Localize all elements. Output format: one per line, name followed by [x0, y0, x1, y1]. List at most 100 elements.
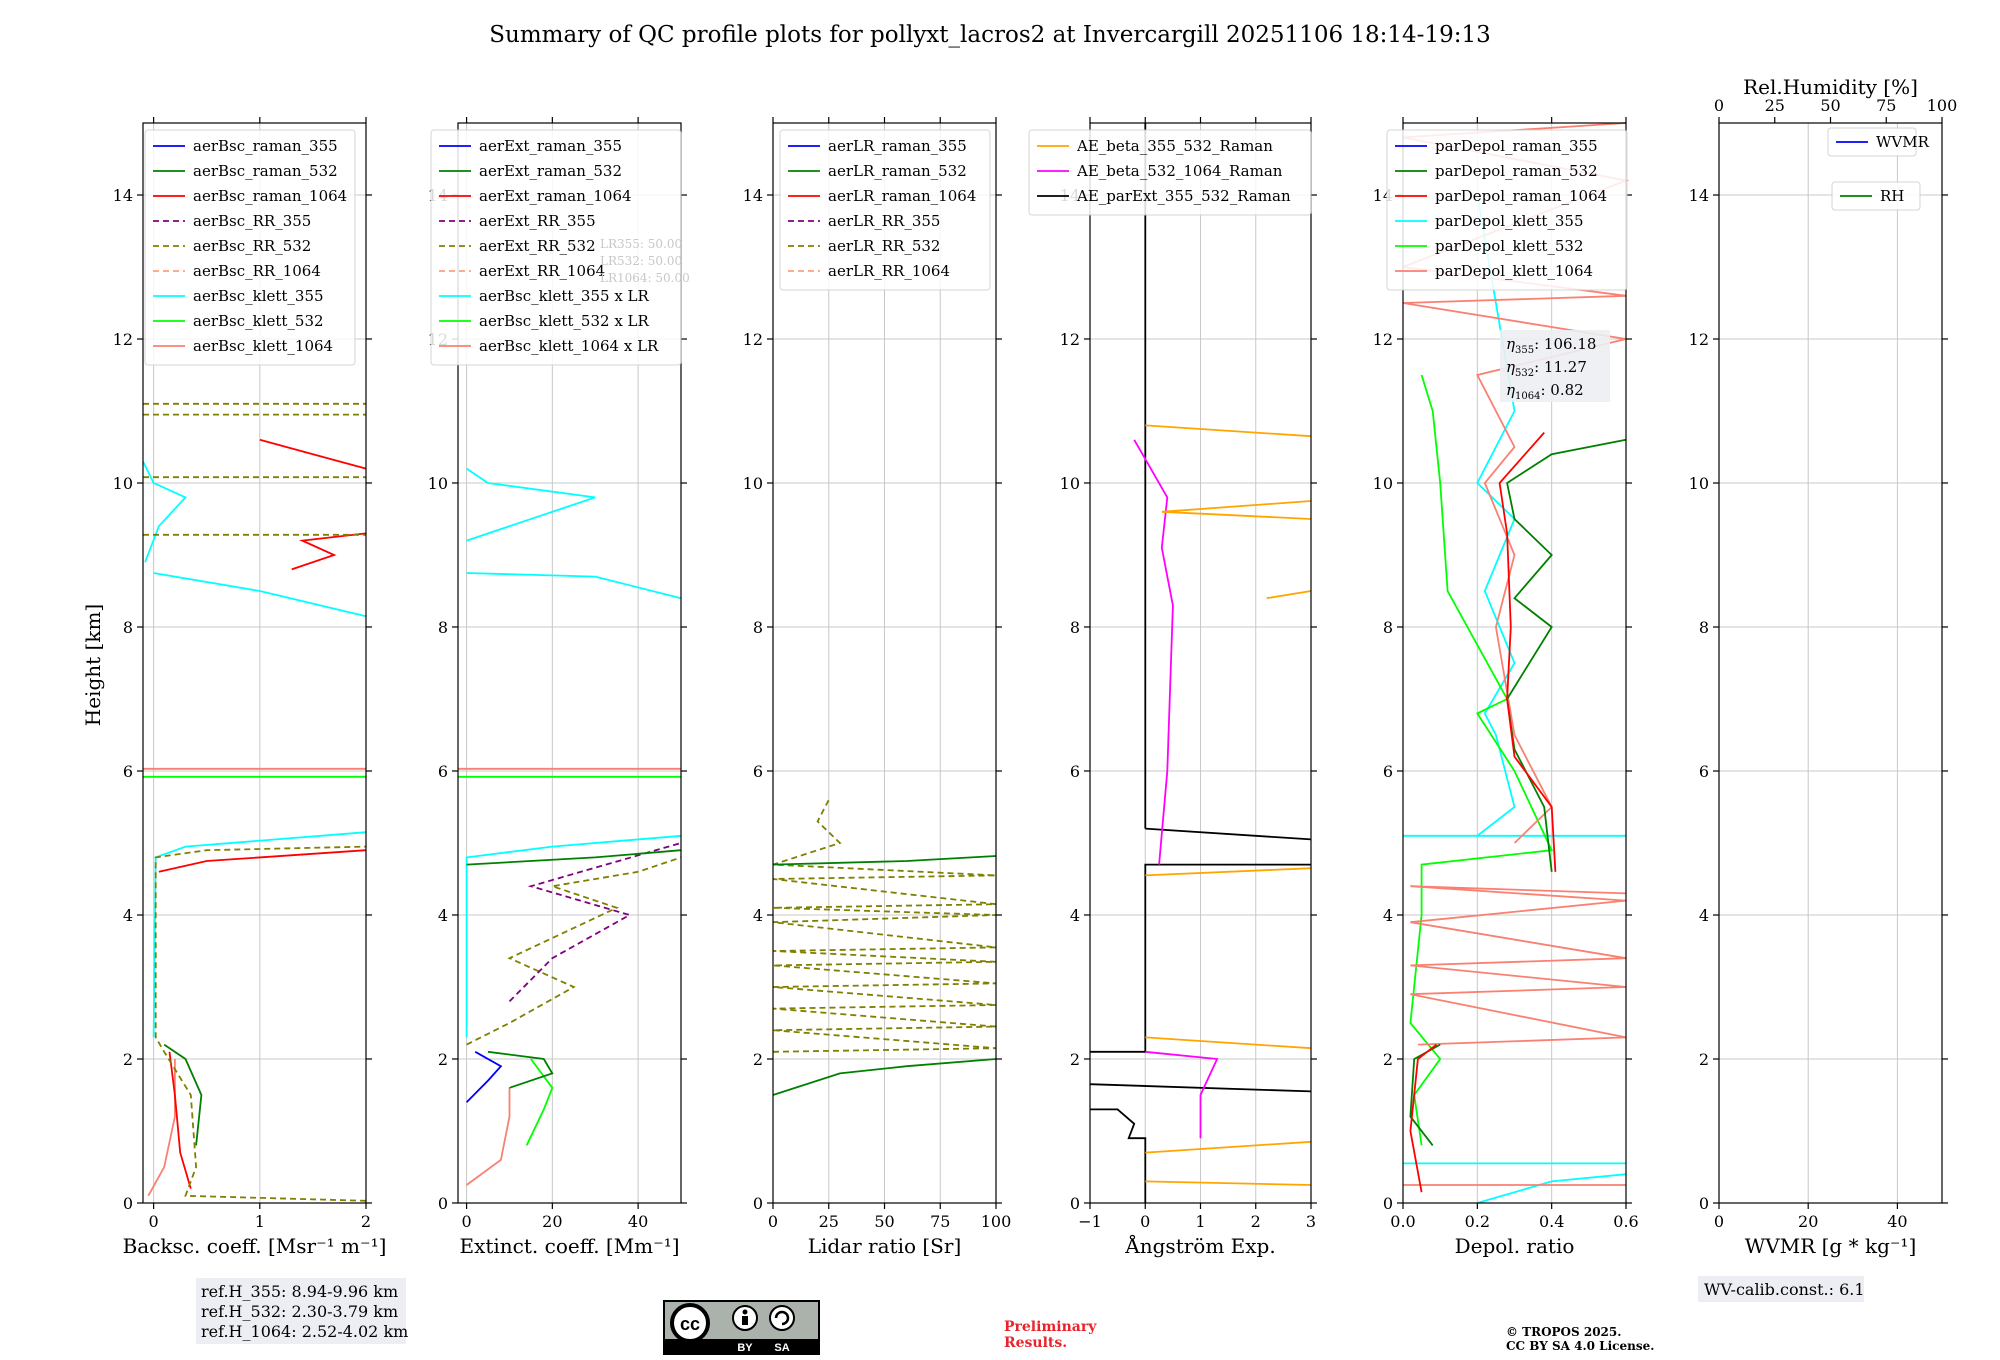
legend-label: aerBsc_RR_532 — [193, 237, 311, 255]
series-klett_532xLR_low — [525, 1058, 554, 1146]
legend-label: aerBsc_raman_355 — [193, 137, 338, 155]
y-tick-label: 2 — [1070, 1050, 1080, 1069]
x-tick-label: 20 — [1798, 1212, 1818, 1231]
series-AE_beta_355_532_Raman — [1145, 1140, 1312, 1154]
series-aerBsc_raman_1064_cirrus2 — [259, 438, 367, 470]
legend-label: parDepol_klett_355 — [1435, 212, 1584, 230]
x-axis-label: Lidar ratio [Sr] — [808, 1234, 962, 1258]
y-tick-label: 12 — [113, 330, 133, 349]
y-tick-label: 4 — [438, 906, 448, 925]
series-LR_raman_532_mid — [772, 855, 997, 866]
y-tick-label: 0 — [123, 1194, 133, 1213]
legend-label: aerBsc_klett_355 — [193, 287, 324, 305]
copyright-line1: © TROPOS 2025. — [1506, 1325, 1621, 1339]
legend-label: aerBsc_RR_355 — [193, 212, 311, 230]
series-AE_beta_355_532_Raman_c — [1145, 1036, 1312, 1050]
lr-note: LR1064: 50.00 — [600, 271, 690, 285]
legend-label: aerExt_RR_1064 — [479, 262, 605, 280]
series-aerBsc_klett_1064_low — [147, 1059, 176, 1197]
cc-badge-by: BY — [737, 1342, 753, 1354]
legend-label: parDepol_raman_355 — [1435, 137, 1598, 155]
y-tick-label: 8 — [1383, 618, 1393, 637]
legend-ae: AE_beta_355_532_Raman AE_beta_532_1064_Ra… — [1028, 129, 1312, 216]
axes-frame — [1402, 122, 1627, 1204]
legend-label: aerLR_RR_355 — [828, 212, 940, 230]
y-tick-label: 4 — [123, 906, 133, 925]
legend-label: aerExt_RR_532 — [479, 237, 596, 255]
y-tick-label: 4 — [1699, 906, 1709, 925]
x-tick-label: 0.2 — [1465, 1212, 1490, 1231]
x-tick-label: 40 — [1887, 1212, 1907, 1231]
y-tick-label: 8 — [1070, 618, 1080, 637]
x-tick-label: 3 — [1306, 1212, 1316, 1231]
series-ext_raman_532 — [487, 1050, 554, 1089]
y-tick-label: 2 — [1383, 1050, 1393, 1069]
series-ext_RR_532 — [466, 856, 682, 1046]
x-tick-label: 20 — [542, 1212, 562, 1231]
top-x-tick-label: 75 — [1876, 96, 1896, 115]
legend-box — [144, 129, 356, 366]
legend-label: aerBsc_klett_1064 x LR — [479, 337, 659, 355]
panel-wv: 0 20 40 0 2 4 6 8 10 12 14 WVMR [g * kg⁻¹] 0 25 50 75 10… — [1689, 75, 1958, 1258]
series-aerBsc_klett_355_upper — [153, 572, 367, 618]
legend-label: aerBsc_klett_532 x LR — [479, 312, 650, 330]
x-tick-label: 100 — [981, 1212, 1012, 1231]
y-tick-label: 6 — [753, 762, 763, 781]
series-AE_beta_355_532_Raman_b — [1145, 1180, 1312, 1186]
y-tick-label: 6 — [438, 762, 448, 781]
axes-frame — [142, 122, 367, 1204]
y-tick-label: 2 — [123, 1050, 133, 1069]
y-tick-label: 10 — [113, 474, 133, 493]
cc-badge-sa: SA — [774, 1342, 789, 1354]
series-klett_355xLR_mid — [466, 467, 596, 542]
series-AE_beta_532_1064_Raman_b — [1133, 439, 1174, 865]
x-tick-label: 2 — [361, 1212, 371, 1231]
x-axis-label: Ångström Exp. — [1124, 1233, 1275, 1258]
legend-label: parDepol_raman_1064 — [1435, 187, 1607, 205]
legend-RH: RH — [1831, 181, 1921, 211]
x-tick-label: 0.0 — [1390, 1212, 1415, 1231]
x-tick-label: 75 — [930, 1212, 950, 1231]
series-aerBsc_klett_355_mid — [142, 461, 188, 563]
eta-355: η355: 106.18 — [1506, 335, 1596, 356]
x-tick-label: 0 — [461, 1212, 471, 1231]
series-ext_raman_532_mid — [466, 849, 682, 866]
series-ext_raman_355 — [465, 1051, 503, 1103]
figure-title: Summary of QC profile plots for pollyxt_… — [489, 22, 1490, 48]
legend-label: aerExt_raman_532 — [479, 162, 622, 180]
legend-label: aerExt_raman_355 — [479, 137, 622, 155]
legend-label: WVMR — [1876, 133, 1930, 151]
x-tick-label: 0.4 — [1539, 1212, 1564, 1231]
legend-label: aerBsc_klett_355 x LR — [479, 287, 650, 305]
axes-frame — [1718, 122, 1943, 1204]
legend-depol: parDepol_raman_355 parDepol_raman_532 parD… — [1386, 129, 1628, 291]
panel-lr: 0 25 50 75 100 0 2 4 6 8 10 12 14 Lidar ratio [Sr] aer… — [743, 117, 1012, 1258]
cc-icon — [670, 1303, 710, 1343]
legend-label: aerLR_RR_532 — [828, 237, 940, 255]
cc-badge-cc: cc — [680, 1314, 700, 1334]
series-raman_532 — [1506, 438, 1627, 872]
x-tick-label: 0 — [768, 1212, 778, 1231]
y-tick-label: 6 — [123, 762, 133, 781]
eta-1064: η1064: 0.82 — [1506, 381, 1584, 402]
axes-frame — [457, 122, 682, 1204]
legend-label: aerExt_raman_1064 — [479, 187, 632, 205]
series-klett_355xLR_low — [465, 834, 682, 1038]
y-tick-label: 12 — [1689, 330, 1709, 349]
legend-label: parDepol_klett_1064 — [1435, 262, 1593, 280]
series-aerBsc_klett_355 — [152, 831, 367, 1038]
series-AE_beta_355_532_Raman_d — [1145, 867, 1312, 877]
y-tick-label: 0 — [753, 1194, 763, 1213]
y-tick-label: 0 — [1699, 1194, 1709, 1213]
y-tick-label: 4 — [1070, 906, 1080, 925]
series-aerBsc_RR_532_low — [154, 845, 367, 1202]
sa-share-icon — [769, 1305, 795, 1331]
legend-label: aerLR_raman_1064 — [828, 187, 976, 205]
legend-label: parDepol_raman_532 — [1435, 162, 1598, 180]
legend-label: aerBsc_raman_1064 — [193, 187, 347, 205]
x-tick-label: 0.6 — [1613, 1212, 1638, 1231]
series-klett_355_low2 — [1477, 1173, 1627, 1204]
x-tick-label: 1 — [1195, 1212, 1205, 1231]
